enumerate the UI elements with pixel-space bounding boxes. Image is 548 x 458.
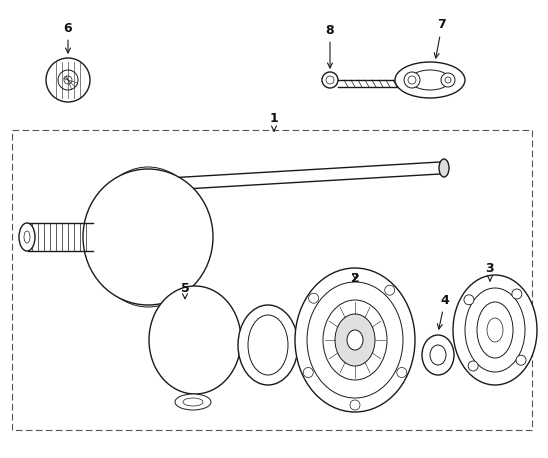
Text: 7: 7 [434, 18, 447, 58]
Ellipse shape [516, 355, 526, 365]
Ellipse shape [453, 275, 537, 385]
Ellipse shape [177, 316, 213, 364]
Ellipse shape [64, 76, 72, 84]
Ellipse shape [160, 297, 230, 383]
Ellipse shape [175, 394, 211, 410]
Ellipse shape [464, 295, 474, 305]
Ellipse shape [83, 169, 213, 305]
Ellipse shape [408, 76, 416, 84]
Ellipse shape [129, 212, 167, 262]
Ellipse shape [410, 70, 450, 90]
Ellipse shape [105, 184, 191, 290]
Ellipse shape [98, 175, 198, 299]
Ellipse shape [166, 304, 224, 376]
Ellipse shape [153, 290, 237, 390]
Text: 3: 3 [486, 262, 494, 281]
Text: 5: 5 [181, 282, 190, 299]
Ellipse shape [238, 305, 298, 385]
Ellipse shape [477, 302, 513, 358]
Ellipse shape [307, 282, 403, 398]
Ellipse shape [323, 300, 387, 380]
Ellipse shape [149, 286, 241, 394]
Ellipse shape [512, 289, 522, 299]
Ellipse shape [335, 314, 375, 366]
Ellipse shape [295, 268, 415, 412]
Ellipse shape [350, 400, 360, 410]
Ellipse shape [112, 191, 184, 283]
Ellipse shape [183, 398, 203, 406]
Ellipse shape [404, 72, 420, 88]
Ellipse shape [430, 345, 446, 365]
Ellipse shape [182, 322, 208, 358]
Ellipse shape [347, 330, 363, 350]
Ellipse shape [58, 70, 78, 90]
Bar [12, 130, 532, 430]
Ellipse shape [24, 231, 30, 243]
Ellipse shape [124, 205, 172, 269]
Ellipse shape [468, 361, 478, 371]
Ellipse shape [172, 310, 218, 370]
Ellipse shape [309, 293, 318, 303]
Ellipse shape [19, 223, 35, 251]
Ellipse shape [322, 72, 338, 88]
Ellipse shape [90, 167, 206, 307]
Text: 4: 4 [437, 294, 449, 329]
Ellipse shape [385, 285, 395, 295]
Ellipse shape [487, 318, 503, 342]
Ellipse shape [397, 367, 407, 377]
Ellipse shape [441, 73, 455, 87]
Ellipse shape [445, 77, 451, 83]
Ellipse shape [395, 62, 465, 98]
Ellipse shape [422, 335, 454, 375]
Ellipse shape [46, 58, 90, 102]
Text: 2: 2 [351, 272, 359, 284]
Ellipse shape [439, 159, 449, 177]
Text: 8: 8 [326, 23, 334, 68]
Text: 6: 6 [64, 22, 72, 53]
Ellipse shape [248, 315, 288, 375]
Ellipse shape [326, 76, 334, 84]
Text: 1: 1 [270, 111, 278, 131]
Ellipse shape [303, 367, 313, 377]
Ellipse shape [118, 198, 178, 276]
Ellipse shape [465, 288, 525, 372]
